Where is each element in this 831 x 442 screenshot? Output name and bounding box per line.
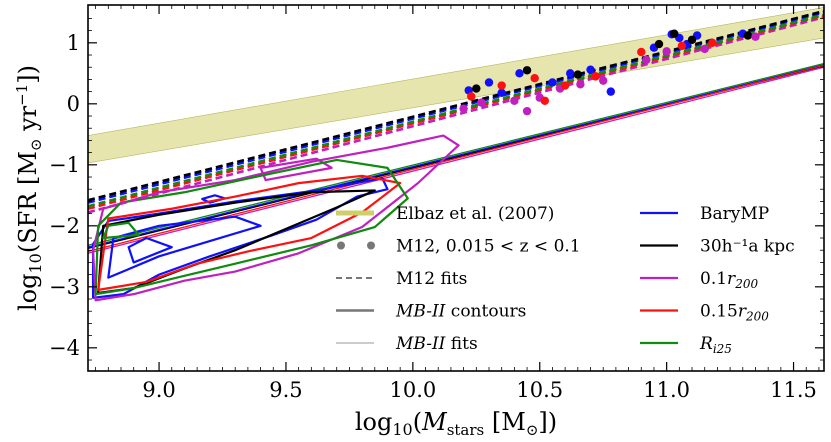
y-tick-label: −1 — [49, 153, 80, 177]
data-point-3-3 — [560, 81, 570, 90]
contour-4-1 — [102, 221, 140, 240]
data-point-0-1 — [484, 78, 494, 87]
data-point-3-6 — [677, 41, 687, 51]
x-tick-label: 11.0 — [643, 378, 690, 402]
plot-frame — [87, 4, 825, 372]
contour-0-2 — [127, 236, 173, 264]
m12-fit-line-0 — [88, 11, 824, 204]
contour-2-1 — [259, 157, 333, 182]
data-point-1-6 — [743, 31, 753, 40]
data-point-2-9 — [700, 44, 709, 54]
y-axis-label: log10(SFR [M⊙ yr−1]) — [13, 65, 45, 311]
y-tick-label: −4 — [49, 336, 80, 360]
legend-label: BaryMP — [700, 204, 769, 224]
legend-label: 0.15r200 — [700, 302, 769, 324]
x-tick-label: 9.5 — [269, 378, 302, 402]
data-point-0-13 — [497, 88, 506, 98]
data-point-0-12 — [606, 87, 616, 96]
axis-ticks: 9.0 9.5 10.0 10.5 11.0 11.5 −4 −3 −2 −1 0 1 — [49, 5, 824, 402]
x-tick-label: 10.0 — [389, 378, 436, 402]
mbii-fit-line-4 — [88, 62, 824, 246]
data-point-0-5 — [586, 65, 595, 74]
data-point-1-0 — [472, 84, 481, 93]
data-point-2-10 — [751, 32, 760, 41]
y-tick-label: 1 — [67, 31, 80, 55]
legend-label: 0.1r200 — [700, 269, 758, 291]
mbii-fit-line-2 — [88, 66, 824, 254]
data-point-1-5 — [687, 35, 697, 44]
data-point-2-7 — [642, 55, 651, 65]
m12-fit-line-3 — [88, 14, 824, 210]
data-point-3-5 — [637, 47, 646, 57]
data-point-1-4 — [670, 29, 679, 38]
data-point-2-6 — [599, 76, 608, 85]
data-point-0-2 — [515, 69, 524, 78]
legend-label: M12 fits — [396, 269, 467, 289]
legend-label: 30h⁻¹a kpc — [700, 237, 795, 257]
legend-label: Elbaz et al. (2007) — [396, 204, 554, 224]
data-point-3-2 — [530, 74, 539, 83]
y-tick-label: −2 — [49, 214, 80, 238]
y-tick-label: −3 — [49, 275, 80, 299]
m12-fit-line-1 — [88, 9, 824, 202]
legend: Elbaz et al. (2007) M12, 0.015 < z < 0.1 M… — [336, 204, 795, 356]
x-tick-label: 10.5 — [516, 378, 563, 402]
legend-swatch-dot — [337, 241, 345, 250]
plot-area — [88, 7, 824, 302]
data-point-2-0 — [459, 104, 468, 113]
mbii-fit-line-0 — [88, 64, 824, 248]
legend-label: M12, 0.015 < z < 0.1 — [396, 237, 581, 257]
data-point-2-2 — [510, 96, 519, 105]
legend-label: MB-II fits — [395, 334, 478, 354]
x-tick-label: 9.0 — [142, 378, 175, 402]
data-point-2-1 — [477, 98, 486, 107]
data-point-2-11 — [522, 106, 532, 116]
x-axis-label: log10(Mstars [M⊙]) — [355, 408, 557, 439]
data-point-3-7 — [708, 38, 717, 48]
x-tick-label: 11.5 — [770, 378, 817, 402]
y-tick-label: 0 — [67, 92, 80, 116]
contour-0-0 — [91, 177, 389, 299]
data-point-3-8 — [540, 96, 550, 105]
data-point-2-5 — [576, 80, 585, 89]
data-point-3-0 — [467, 92, 476, 101]
data-point-3-1 — [497, 81, 506, 90]
m12-fit-line-2 — [88, 15, 824, 214]
data-point-0-4 — [566, 69, 575, 78]
data-point-2-8 — [662, 47, 671, 56]
data-point-0-3 — [548, 78, 557, 87]
data-point-1-3 — [654, 39, 664, 49]
legend-swatch-dot — [367, 241, 375, 250]
legend-label: Ri25 — [699, 334, 732, 356]
data-point-1-2 — [573, 70, 583, 79]
data-point-1-1 — [522, 66, 532, 75]
legend-label: MB-II contours — [395, 302, 526, 322]
elbaz-band — [88, 7, 824, 164]
data-point-3-4 — [591, 72, 600, 81]
contour-3-0 — [97, 174, 402, 291]
